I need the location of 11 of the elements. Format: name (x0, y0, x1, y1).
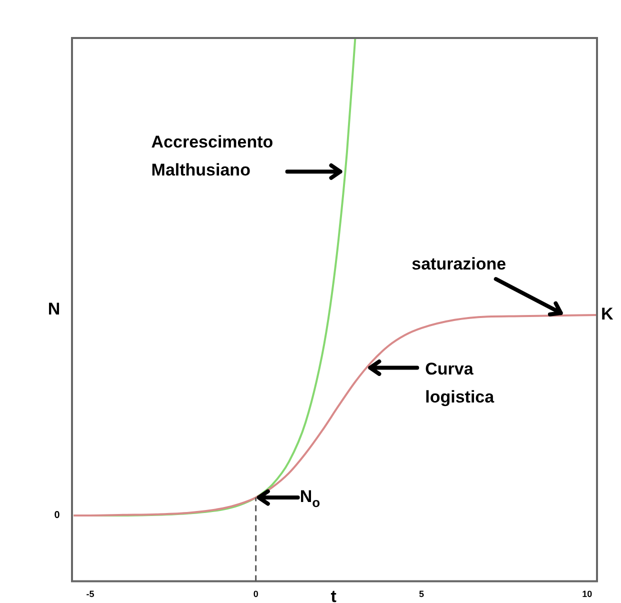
x-tick-label: -5 (86, 589, 94, 600)
annotation: Curva logistica (425, 359, 495, 406)
x-tick-label: 5 (418, 589, 424, 600)
annotation: K (601, 304, 614, 324)
x-tick-label: 10 (582, 589, 592, 600)
x-tick-label: 0 (253, 589, 258, 600)
text: 0 (54, 510, 60, 522)
annotation: Accrescimento Malthusiano (151, 132, 274, 180)
y-axis-title: N (48, 299, 60, 318)
x-axis-title: t (330, 586, 337, 603)
annotation: saturazione (412, 254, 506, 274)
